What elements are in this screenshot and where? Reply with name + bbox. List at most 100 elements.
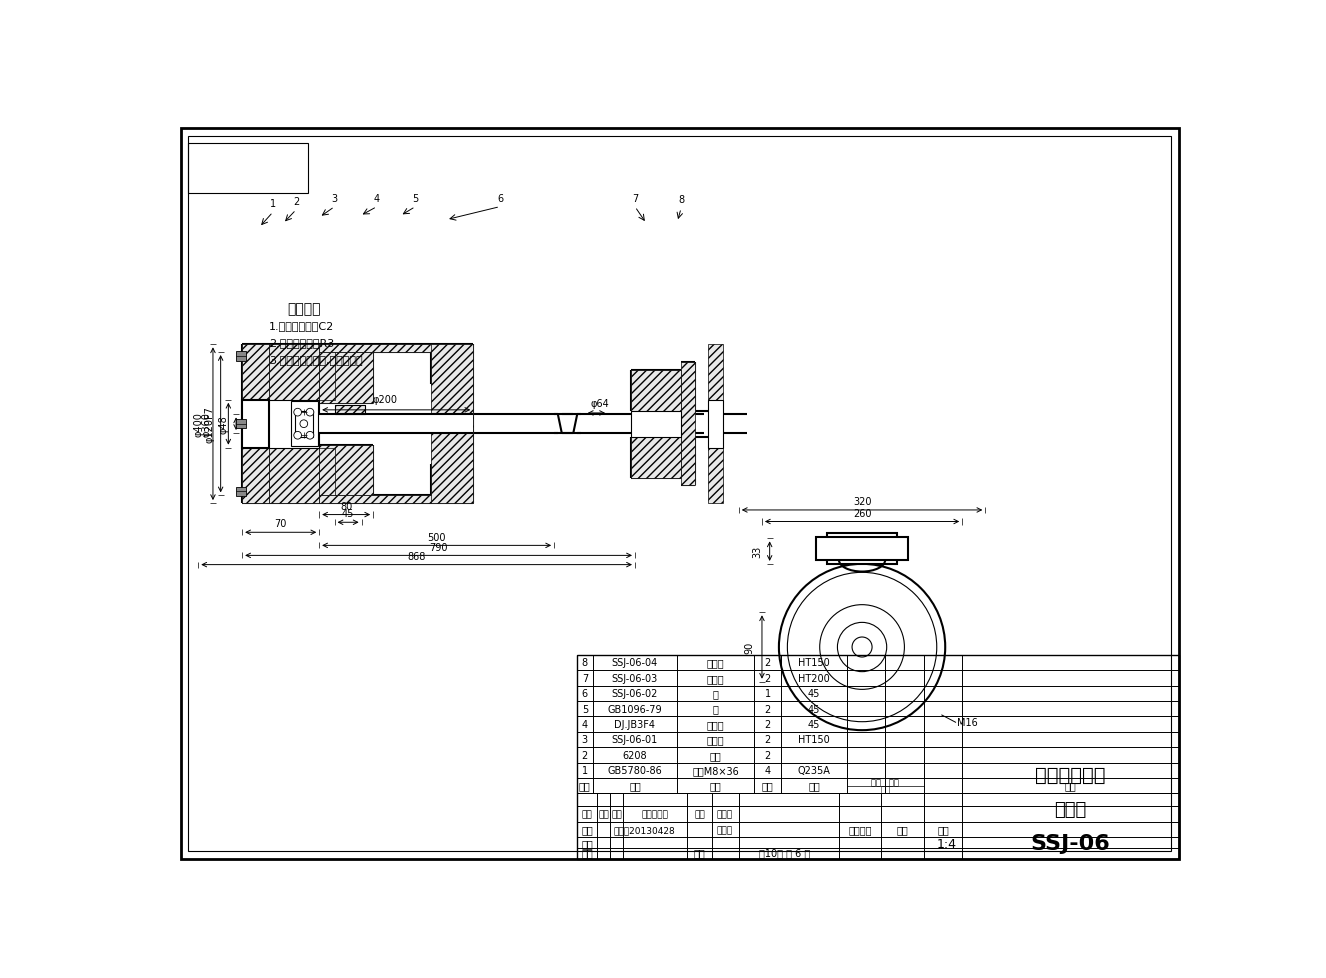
Bar: [243, 400, 269, 448]
Text: SSJ-06-03: SSJ-06-03: [611, 673, 658, 683]
Text: 500: 500: [427, 532, 446, 542]
Bar: [320, 353, 334, 400]
Text: DJ.JB3F4: DJ.JB3F4: [614, 719, 655, 730]
Text: 33: 33: [752, 546, 762, 557]
Bar: [243, 448, 269, 504]
Bar: [320, 353, 373, 404]
Text: 4: 4: [374, 194, 381, 203]
Bar: [334, 406, 366, 415]
Text: 序号: 序号: [579, 780, 591, 791]
Text: 1:4: 1:4: [936, 837, 957, 850]
Text: 名称: 名称: [709, 780, 721, 791]
Bar: [296, 411, 313, 437]
Text: 2: 2: [765, 673, 770, 683]
Text: 轴: 轴: [713, 689, 719, 698]
Text: 名称: 名称: [1065, 780, 1077, 791]
Text: 2.未标注圆角为R3: 2.未标注圆角为R3: [269, 337, 334, 348]
Text: 6: 6: [497, 194, 504, 203]
Text: φ48: φ48: [219, 415, 228, 433]
Text: 轴承座: 轴承座: [707, 673, 724, 683]
Circle shape: [306, 409, 314, 417]
Text: 分区: 分区: [611, 810, 623, 819]
Text: 2: 2: [765, 734, 770, 744]
Text: 键: 键: [713, 704, 719, 714]
Bar: [236, 420, 247, 429]
Text: HT150: HT150: [798, 734, 830, 744]
Text: 2: 2: [293, 197, 300, 206]
Text: 3: 3: [582, 734, 587, 744]
Circle shape: [294, 432, 301, 440]
Bar: [631, 371, 682, 411]
Text: 45: 45: [808, 719, 819, 730]
Text: 处数: 处数: [599, 810, 610, 819]
Text: 代号: 代号: [629, 780, 640, 791]
Text: GB1096-79: GB1096-79: [607, 704, 662, 714]
Text: φ120F7: φ120F7: [204, 406, 215, 443]
Text: 1: 1: [765, 689, 770, 698]
Text: 外通盖: 外通盖: [707, 658, 724, 668]
Text: 320: 320: [853, 497, 871, 507]
Text: 7: 7: [582, 673, 587, 683]
Bar: [431, 345, 473, 504]
Circle shape: [306, 432, 314, 440]
Text: 8: 8: [678, 195, 684, 205]
Text: 重量: 重量: [880, 784, 890, 794]
Bar: [320, 448, 334, 496]
Bar: [188, 145, 308, 195]
Bar: [334, 406, 366, 415]
Text: 批准: 批准: [693, 848, 705, 858]
Bar: [236, 352, 247, 361]
Text: 共10张 第 6 张: 共10张 第 6 张: [760, 848, 810, 858]
Text: 790: 790: [430, 542, 448, 552]
Text: 标记: 标记: [582, 810, 593, 819]
Bar: [320, 415, 473, 433]
Text: Q235A: Q235A: [797, 766, 830, 776]
Bar: [708, 345, 724, 400]
Bar: [269, 448, 320, 504]
Text: 6: 6: [582, 689, 587, 698]
Text: 工艺: 工艺: [581, 848, 593, 858]
Text: SSJ-06-04: SSJ-06-04: [611, 658, 658, 668]
Text: 45: 45: [808, 689, 819, 698]
Text: 轴承: 轴承: [709, 750, 721, 760]
Text: 2: 2: [765, 704, 770, 714]
Text: 江西农业大学: 江西农业大学: [1034, 765, 1105, 783]
Text: 材料: 材料: [808, 780, 819, 791]
Bar: [631, 437, 682, 478]
Text: 4: 4: [582, 719, 587, 730]
Text: 审核: 审核: [581, 838, 593, 849]
Text: SSJ-06: SSJ-06: [1030, 833, 1110, 854]
Text: 5: 5: [412, 194, 419, 203]
Text: 签名: 签名: [695, 810, 705, 819]
Text: 数量: 数量: [762, 780, 773, 791]
Text: 8: 8: [582, 658, 587, 668]
Text: 标准化: 标准化: [717, 825, 733, 834]
Circle shape: [300, 421, 308, 428]
Bar: [320, 445, 373, 496]
Text: GB5780-86: GB5780-86: [607, 766, 662, 776]
Text: 90: 90: [744, 642, 754, 653]
Text: 单件   总计: 单件 总计: [871, 778, 899, 787]
Bar: [290, 402, 318, 447]
Text: 内通盖: 内通盖: [707, 734, 724, 744]
Text: 年月日: 年月日: [717, 810, 733, 819]
Bar: [827, 534, 896, 564]
Text: 1.未标注倒角为C2: 1.未标注倒角为C2: [269, 321, 334, 331]
Text: 技术要求: 技术要求: [286, 302, 321, 316]
Bar: [269, 345, 320, 400]
Text: HT200: HT200: [798, 673, 830, 683]
Text: 70: 70: [274, 519, 286, 529]
Bar: [577, 655, 1179, 859]
Text: 80: 80: [339, 501, 353, 511]
Bar: [269, 400, 320, 448]
Text: 3.铸件不能有气孔,沙眼等缺陷: 3.铸件不能有气孔,沙眼等缺陷: [269, 355, 363, 365]
Circle shape: [294, 409, 301, 417]
Text: 1: 1: [582, 766, 587, 776]
Text: 更改文件号: 更改文件号: [642, 810, 668, 819]
Bar: [320, 496, 473, 504]
Text: 5: 5: [582, 704, 587, 714]
Bar: [320, 345, 473, 353]
Text: φ200: φ200: [373, 395, 398, 405]
Text: 改向轮: 改向轮: [707, 719, 724, 730]
Text: 比例: 比例: [937, 824, 949, 834]
